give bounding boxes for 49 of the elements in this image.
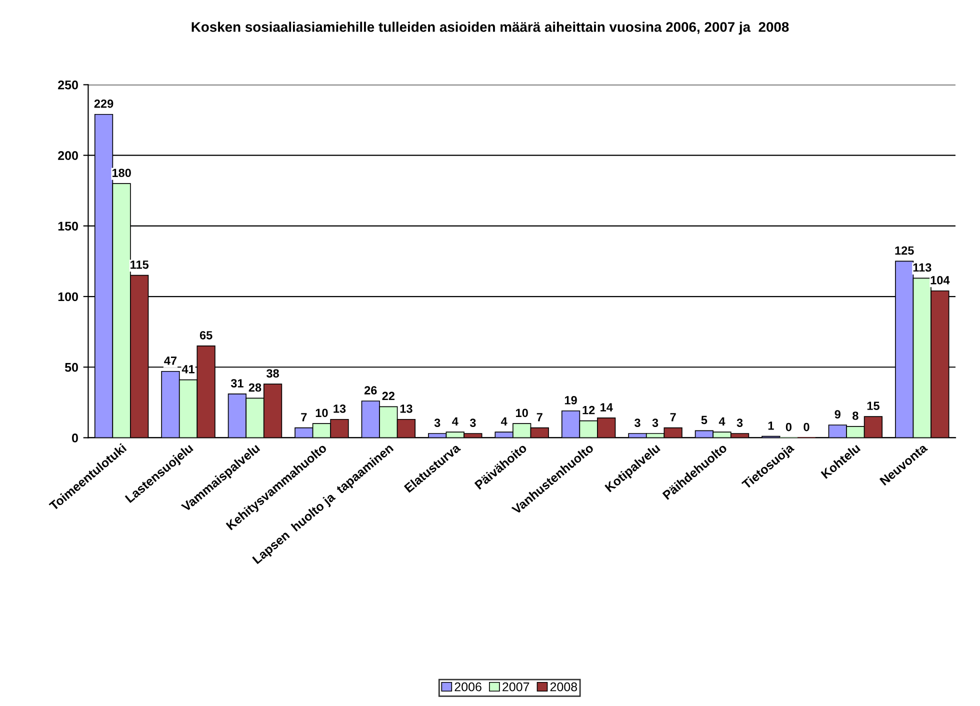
data-label: 104	[930, 276, 950, 284]
data-label: 3	[736, 418, 743, 427]
data-label: 13	[400, 404, 412, 413]
data-label: 1	[768, 422, 774, 430]
y-tick-label: 150	[58, 222, 78, 231]
chart-title: Kosken sosiaaliasiamiehille tulleiden asioiden määrä aiheittain vuosina 2006, 2007 ja 2008	[192, 22, 789, 35]
data-label: 10	[316, 408, 328, 418]
data-label: 12	[582, 406, 595, 414]
data-label: 113	[913, 263, 932, 272]
data-label: 7	[670, 413, 676, 422]
y-tick-label: 50	[64, 362, 78, 372]
data-label: 26	[364, 386, 377, 395]
data-label: 14	[600, 403, 613, 412]
y-tick-label: 100	[58, 292, 78, 302]
data-label: 8	[852, 412, 858, 420]
data-label: 4	[500, 417, 508, 426]
data-label: 3	[434, 418, 440, 427]
data-label: 28	[248, 383, 262, 392]
legend-label: 2006	[454, 682, 482, 692]
legend-label: 2007	[502, 682, 530, 692]
data-label: 19	[564, 396, 577, 404]
data-label: 125	[895, 246, 914, 255]
data-label: 41	[182, 365, 195, 374]
data-label: 229	[94, 100, 114, 108]
y-tick-label: 250	[58, 80, 78, 90]
data-label: 4	[718, 417, 726, 426]
data-label: 3	[634, 418, 640, 427]
data-label: 7	[536, 413, 542, 422]
data-label: 5	[701, 416, 708, 424]
data-label: 7	[301, 413, 307, 422]
data-label: 38	[266, 369, 279, 378]
data-label: 9	[834, 410, 840, 419]
data-label: 180	[112, 168, 131, 178]
y-tick-label: 0	[72, 434, 78, 442]
data-label: 13	[334, 404, 346, 413]
data-label: 3	[470, 418, 476, 427]
data-label: 10	[516, 408, 528, 418]
data-label: 0	[804, 422, 810, 432]
data-label: 15	[867, 402, 880, 410]
data-label: 0	[786, 422, 792, 432]
y-tick-label: 200	[58, 151, 78, 160]
data-label: 65	[200, 331, 212, 340]
data-label: 22	[382, 392, 395, 400]
data-label: 31	[230, 379, 244, 388]
data-label: 3	[652, 418, 658, 427]
legend-label: 2008	[550, 682, 578, 692]
data-label: 4	[452, 417, 458, 426]
data-label: 115	[130, 260, 149, 269]
data-label: 47	[164, 356, 177, 365]
